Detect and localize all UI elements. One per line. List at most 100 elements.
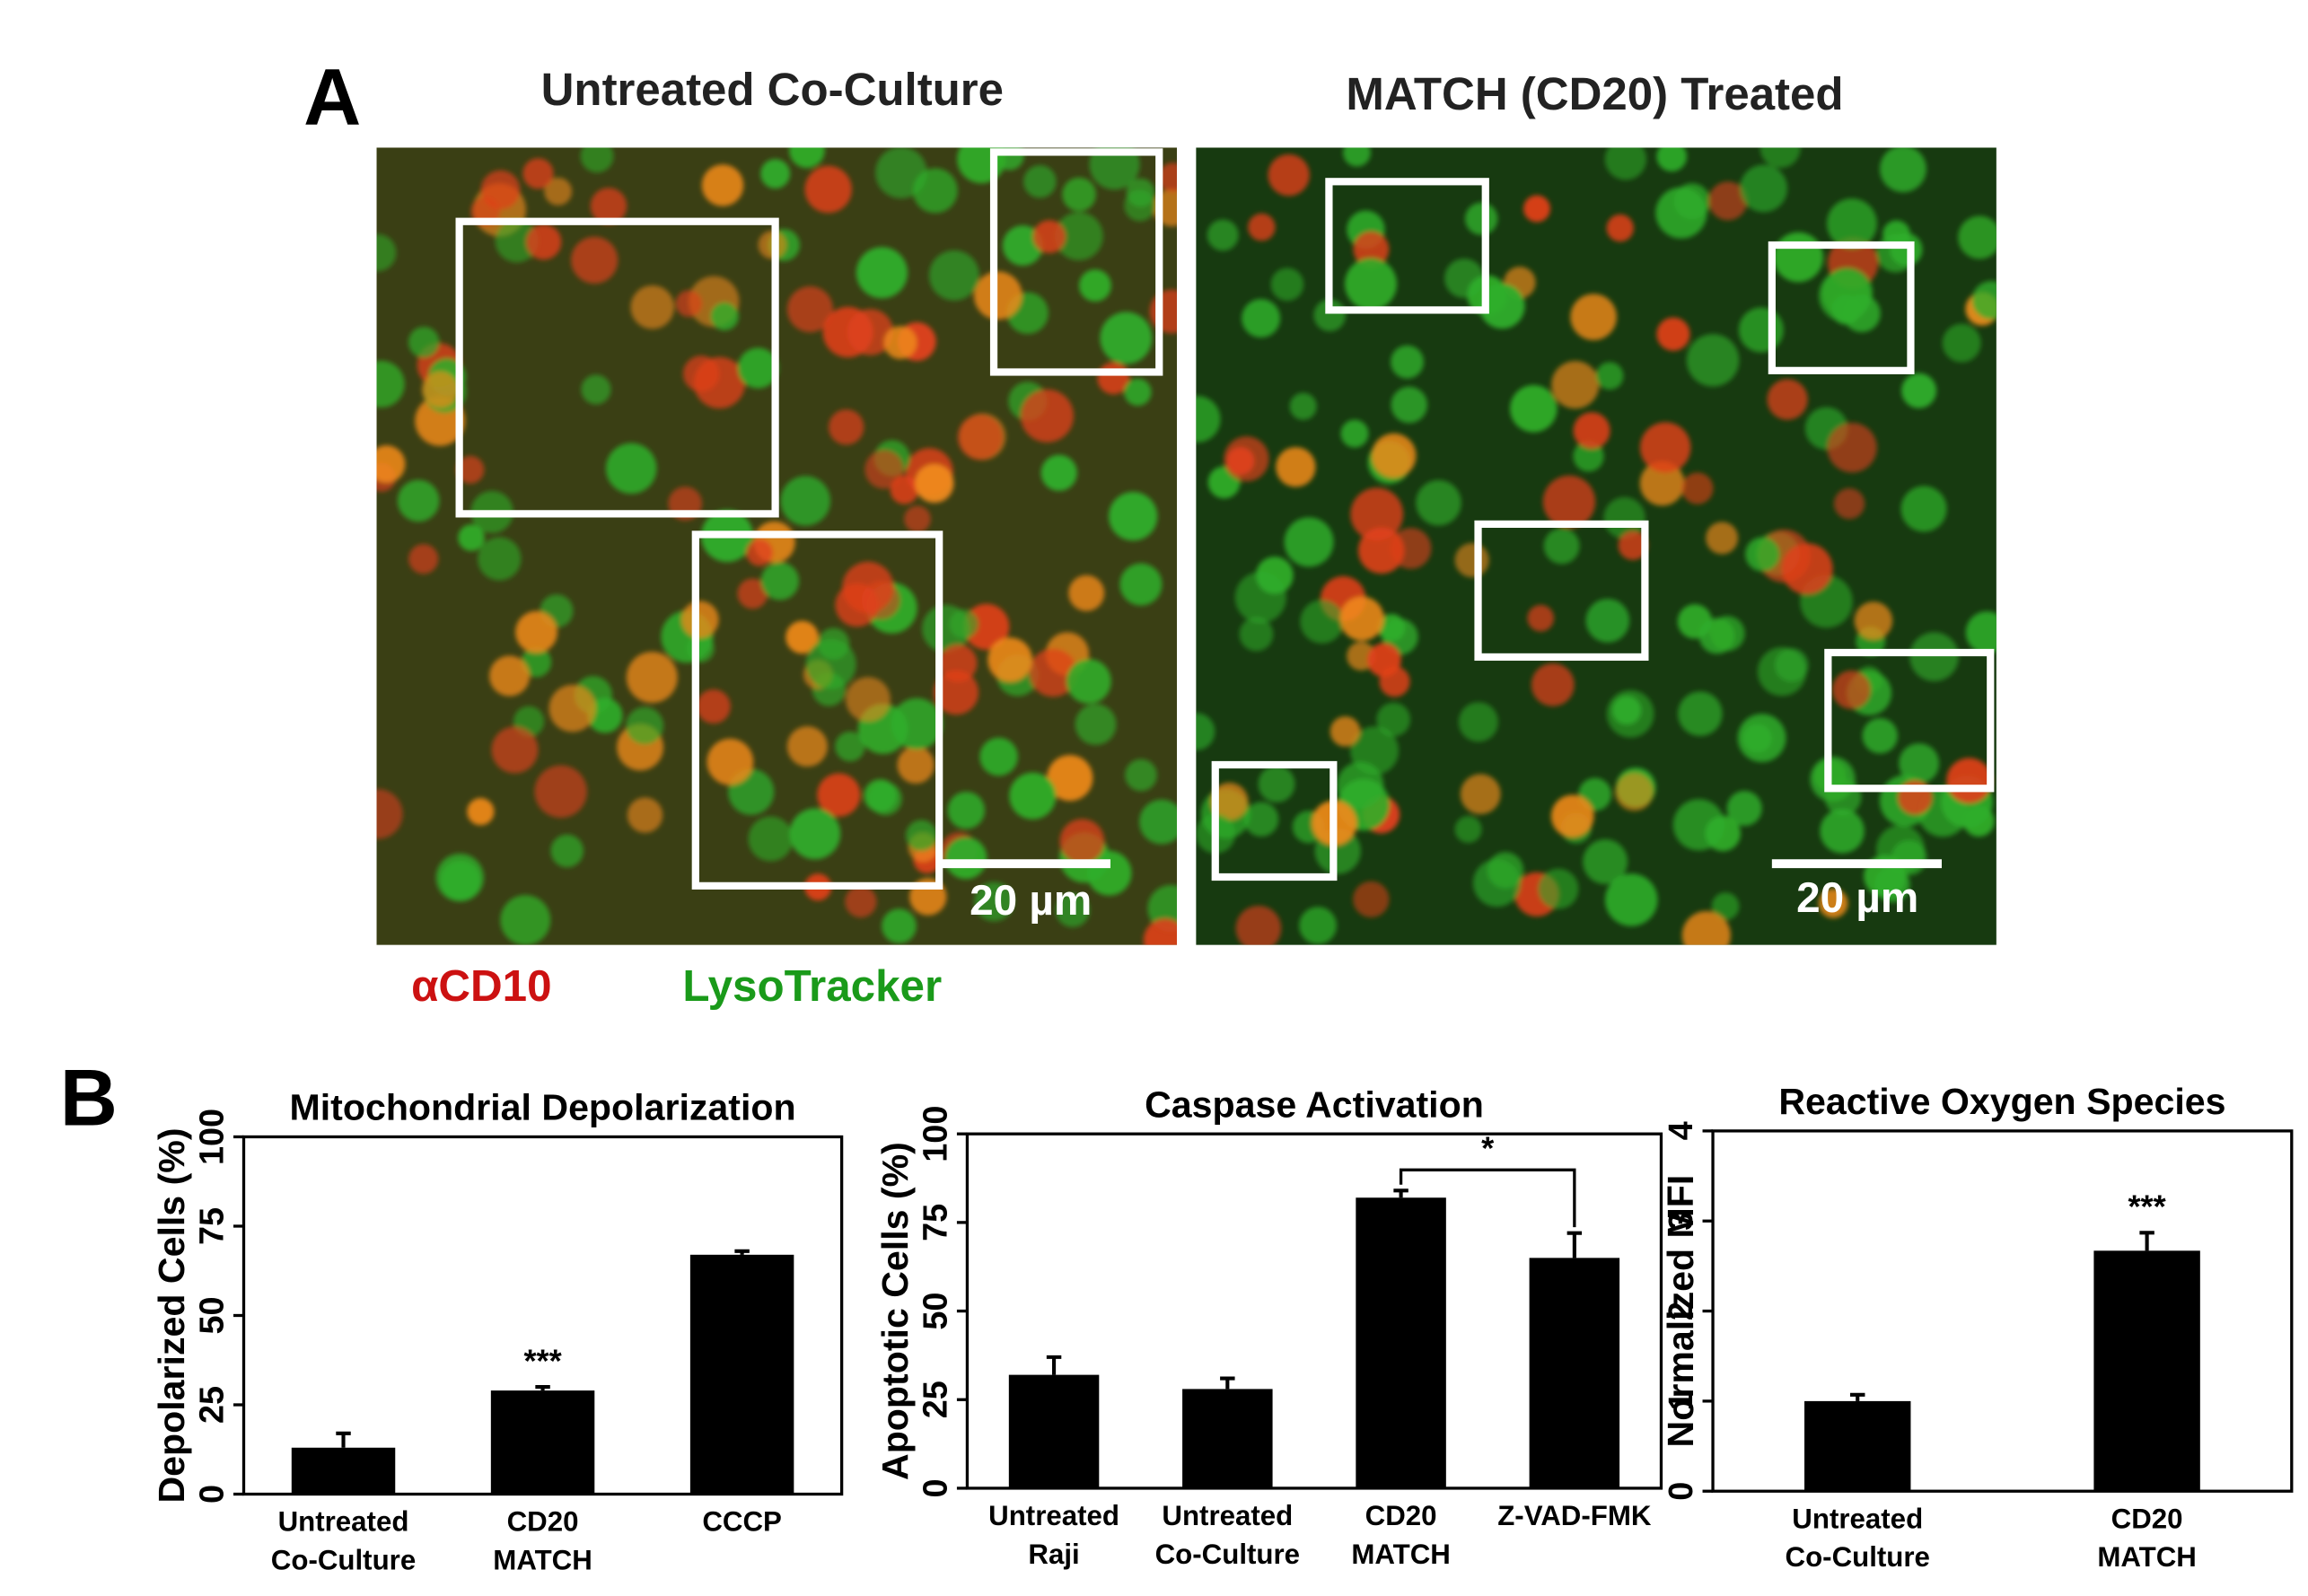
cell xyxy=(1880,147,1926,193)
y-tick-label: 0 xyxy=(917,1478,955,1497)
cell xyxy=(1330,716,1361,747)
y-tick-label: 0 xyxy=(194,1485,232,1504)
cell xyxy=(626,652,678,704)
x-tick-label: Co-Culture xyxy=(271,1544,416,1575)
cell xyxy=(1573,412,1610,450)
cell xyxy=(1258,765,1295,802)
cell xyxy=(534,765,587,819)
cell xyxy=(627,797,663,833)
cell xyxy=(1040,454,1077,491)
cell xyxy=(904,505,931,533)
cell xyxy=(544,177,573,206)
cell xyxy=(1737,714,1786,763)
cell xyxy=(1639,460,1685,506)
cell xyxy=(973,271,1022,320)
cell xyxy=(1243,802,1279,837)
x-tick-label: CD20 xyxy=(1365,1500,1437,1531)
cell xyxy=(515,610,557,653)
cell xyxy=(1109,492,1158,541)
panel-label: A xyxy=(303,53,361,142)
cell xyxy=(1139,799,1177,845)
cell xyxy=(760,562,800,601)
cell xyxy=(1029,648,1078,697)
cell xyxy=(521,646,552,678)
cell xyxy=(817,773,861,817)
cell xyxy=(1775,648,1809,682)
cell xyxy=(1843,294,1881,333)
cell xyxy=(1353,881,1390,918)
cell xyxy=(1862,718,1898,754)
cell xyxy=(1618,531,1648,560)
cell xyxy=(835,731,865,762)
cell xyxy=(882,908,917,943)
x-tick-label: Z-VAD-FMK xyxy=(1497,1500,1652,1531)
cell xyxy=(422,371,459,408)
x-tick-label: MATCH xyxy=(1351,1539,1451,1570)
cell xyxy=(1458,702,1498,742)
cell xyxy=(789,808,841,860)
cell xyxy=(1235,905,1282,945)
cell xyxy=(1210,782,1249,820)
cell xyxy=(1089,147,1140,190)
cell xyxy=(706,738,754,785)
cell xyxy=(944,837,987,880)
cell xyxy=(1827,422,1877,473)
cell xyxy=(1639,422,1691,473)
cell xyxy=(1002,225,1043,266)
cell xyxy=(1585,599,1630,643)
cell xyxy=(491,726,539,774)
cells xyxy=(376,147,1177,945)
cell xyxy=(408,544,439,574)
cell xyxy=(376,233,397,272)
stain-label: LysoTracker xyxy=(682,961,942,1011)
significance-label: * xyxy=(1481,1129,1495,1166)
cell xyxy=(789,147,825,169)
x-tick-label: Untreated xyxy=(988,1500,1119,1531)
cell xyxy=(1542,475,1596,529)
cell xyxy=(828,409,864,445)
cell xyxy=(1472,859,1522,908)
cell xyxy=(1543,528,1580,565)
cell xyxy=(1032,220,1066,253)
cell xyxy=(548,684,596,732)
cell xyxy=(1538,868,1579,909)
comparison-bracket xyxy=(1399,1168,1576,1228)
cell xyxy=(1738,307,1784,353)
y-tick-label: 75 xyxy=(194,1207,232,1245)
cell xyxy=(1882,220,1910,249)
y-tick-label: 25 xyxy=(917,1381,955,1418)
axes-frame xyxy=(1711,1129,2294,1493)
cell xyxy=(1059,819,1105,864)
cell xyxy=(1371,433,1417,478)
y-axis-label: Normalized MFI xyxy=(1660,1175,1701,1448)
cell xyxy=(1379,666,1410,697)
cell xyxy=(974,881,1014,922)
cell xyxy=(1615,773,1654,811)
cell xyxy=(1604,873,1658,926)
cell xyxy=(1454,542,1489,578)
cell xyxy=(1143,918,1177,945)
cell xyxy=(780,476,830,526)
cell xyxy=(1595,362,1624,390)
cell xyxy=(891,697,943,750)
cell xyxy=(864,450,904,489)
image-title: MATCH (CD20) Treated xyxy=(1346,68,1843,119)
bar xyxy=(1804,1400,1911,1492)
cell xyxy=(1023,165,1057,198)
cell xyxy=(626,706,664,745)
x-tick-label: Co-Culture xyxy=(1786,1541,1930,1573)
error-bar xyxy=(2139,1231,2154,1251)
cell xyxy=(804,165,852,214)
cell xyxy=(1300,600,1344,644)
cell xyxy=(1020,389,1075,443)
cell xyxy=(1523,195,1550,223)
cell xyxy=(1068,574,1105,611)
cell xyxy=(571,236,619,284)
cell xyxy=(786,286,833,333)
cell xyxy=(1337,761,1384,809)
cell xyxy=(1706,522,1739,555)
cell xyxy=(1740,164,1787,213)
y-tick-label: 1 xyxy=(1663,1391,1700,1410)
cell xyxy=(897,746,935,784)
